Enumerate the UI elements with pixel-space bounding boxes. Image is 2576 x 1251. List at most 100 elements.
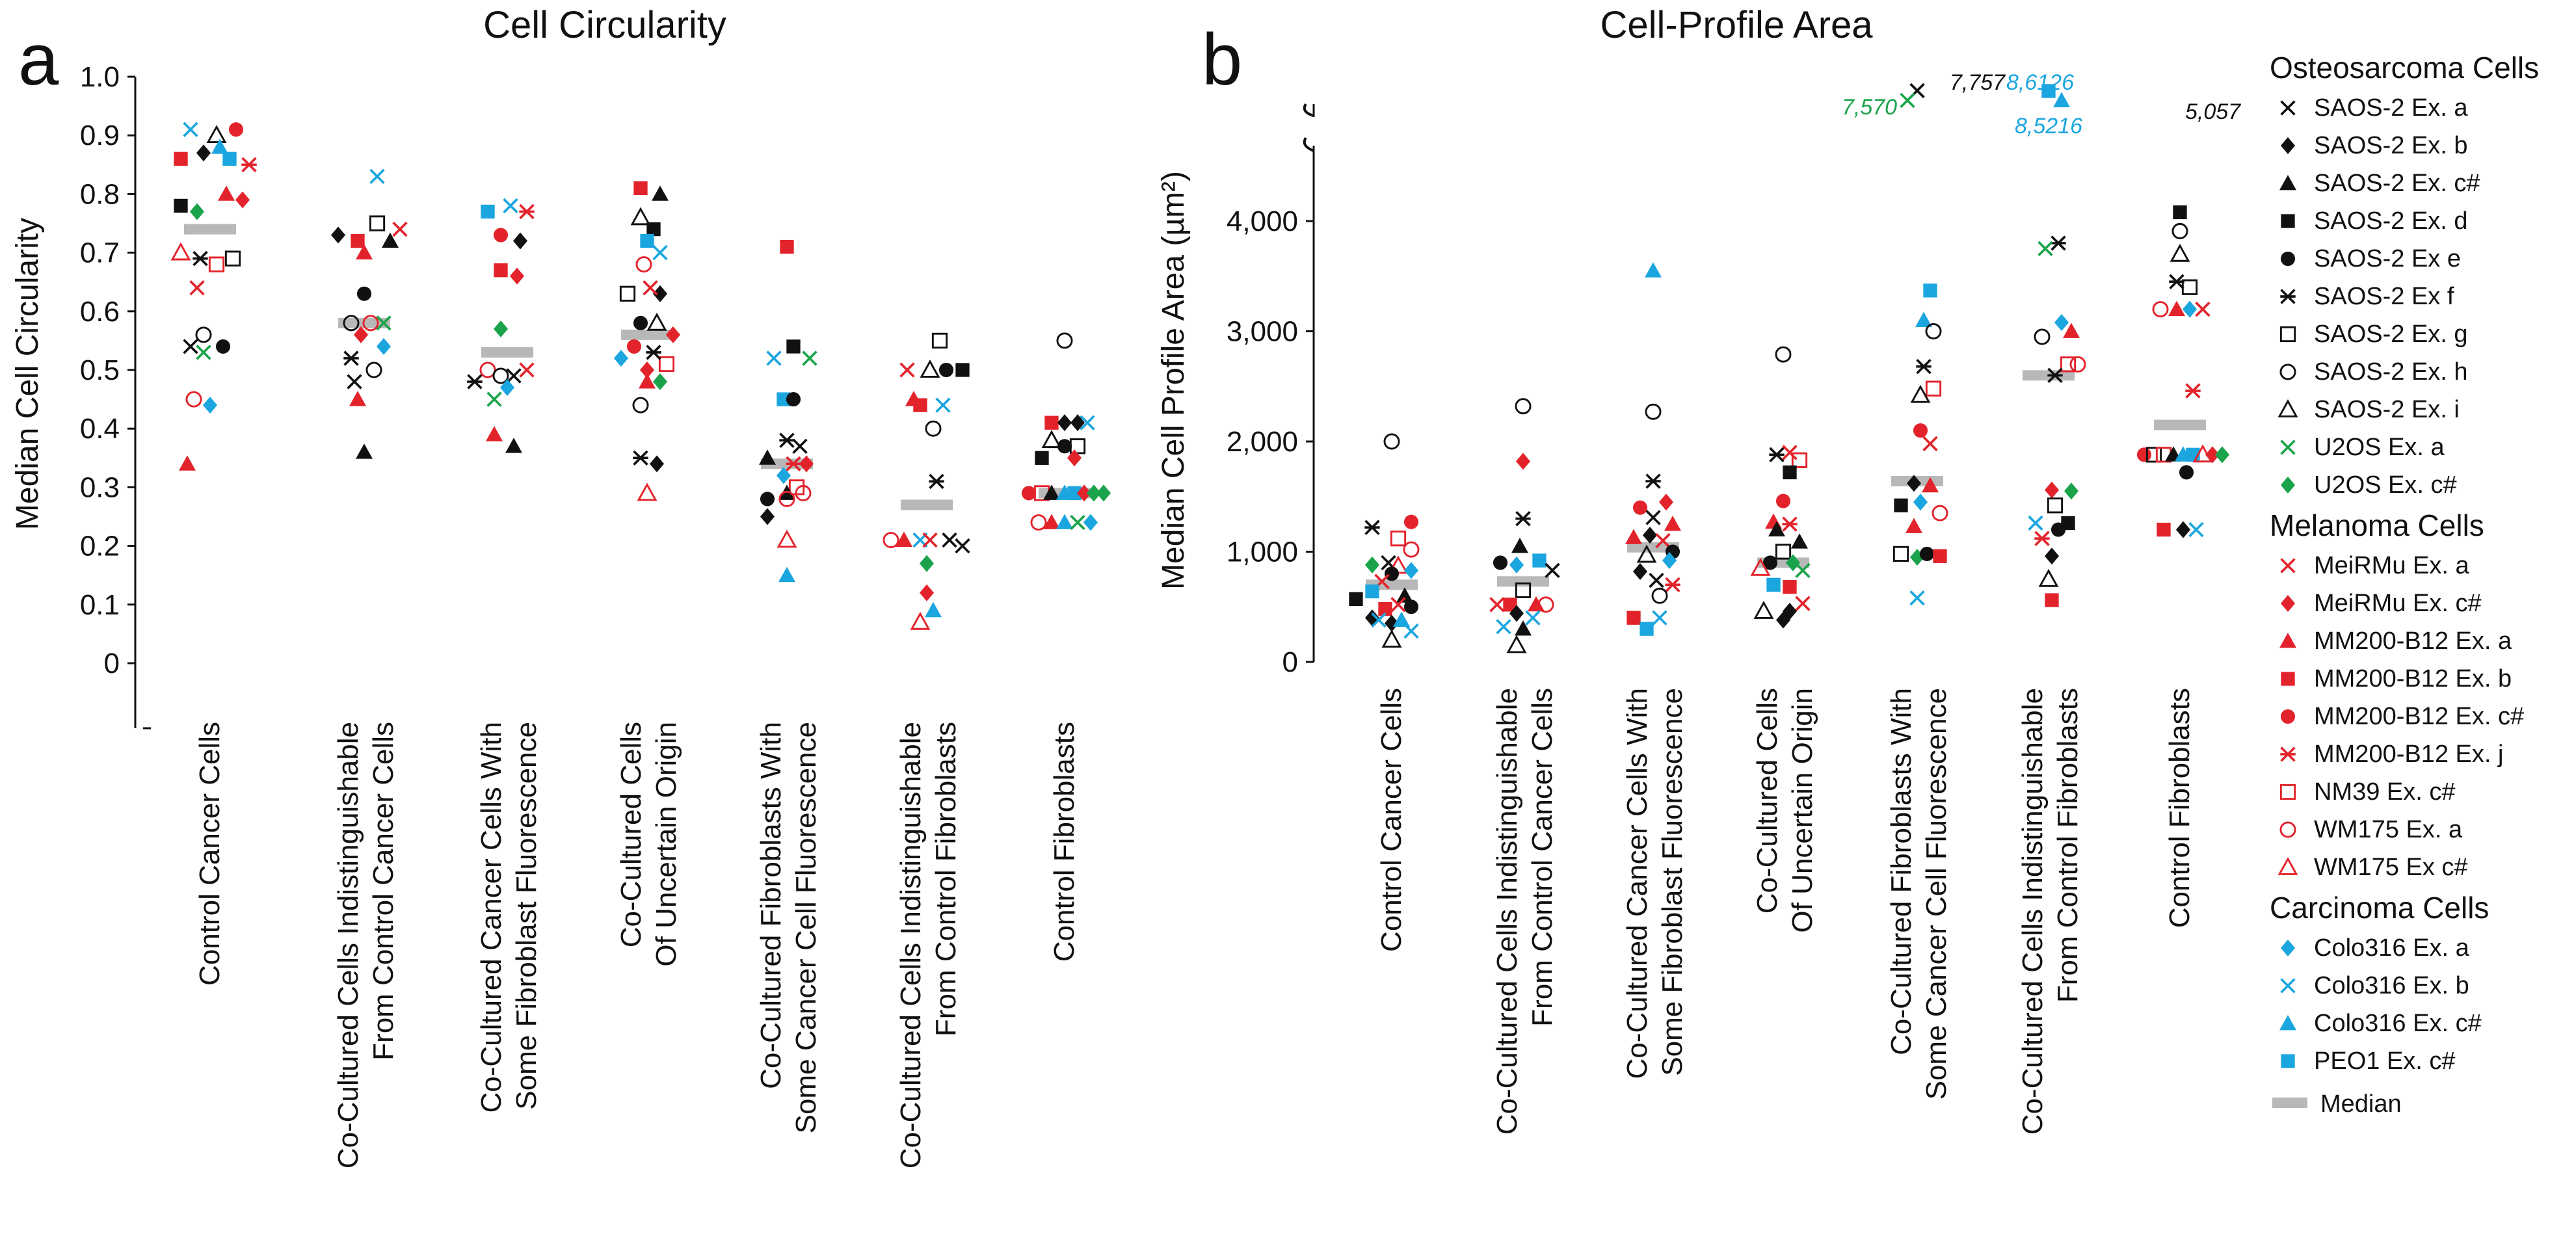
data-point-triangle [1393,611,1410,627]
category-label: Co-Cultured Cells Indistinguishable From … [1491,688,1558,1135]
legend-marker-asterisk [2280,289,2296,304]
data-point-diamond [1785,554,1801,572]
data-point-circle-open [1056,332,1073,349]
data-point-x [1403,623,1419,639]
data-point-diamond [330,226,346,244]
data-point-triangle [179,455,196,471]
data-point-x [369,168,385,185]
legend-marker-square [2281,214,2295,228]
data-point-circle [2051,522,2066,537]
data-point-triangle-open [1636,544,1657,563]
data-point-triangle [1043,514,1060,529]
legend: Osteosarcoma Cells SAOS-2 Ex. a SAOS-2 Ex.… [2270,51,2539,1118]
legend-item-label: SAOS-2 Ex e [2314,245,2461,272]
data-point-diamond [2044,547,2060,565]
panel-b-annotations: 7,757 7,570 8,6126 8,5216 5,057 [1842,70,2241,138]
data-point-circle-open [1515,398,1532,415]
annotation-5057: 5,057 [2185,99,2241,124]
data-point-circle-open [635,256,652,273]
panel-b-title: Cell-Profile Area [1600,4,1873,46]
data-point-x [2038,241,2053,257]
data-point-circle-open [632,397,649,414]
annotation-86126: 8,6126 [2006,70,2074,95]
data-point-x [766,350,782,366]
data-point-triangle [1664,516,1681,531]
data-point-diamond [1906,475,1922,492]
data-point-diamond [1070,414,1085,432]
data-point-triangle [1625,529,1642,544]
data-point-x [392,221,408,237]
data-point-x [792,438,808,454]
data-point-triangle [2168,300,2185,316]
data-point-asterisk [646,345,661,360]
data-point-diamond [376,337,392,355]
panel-b-points [1349,83,2230,653]
legend-marker-diamond [2280,477,2296,494]
category-label: Co-Cultured Fibroblasts With Some Cancer … [1885,688,1952,1100]
data-point-x [1080,415,1095,430]
data-point-diamond [196,144,211,162]
data-point-circle-open [778,490,795,507]
data-point-square [913,398,927,412]
data-point-square-open [1775,544,1792,560]
data-point-diamond [613,349,629,367]
data-point-triangle [778,566,795,583]
data-point-square-open [1515,582,1532,598]
data-point-triangle [349,391,366,406]
data-point-triangle-open [1910,384,1931,403]
data-point-triangle-open [170,242,191,261]
data-point-circle-open [362,315,379,332]
data-point-circle-open [925,420,942,437]
median-bar [1497,576,1549,587]
data-point-diamond [1662,552,1677,570]
data-point-asterisk [1515,510,1531,527]
data-point-diamond [1509,605,1524,622]
data-point-square [494,263,508,278]
panel-b-y-label: Median Cell Profile Area (µm²) [1156,171,1191,590]
data-point-x [1655,533,1671,549]
data-point-asterisk [2185,383,2201,399]
data-point-diamond [1096,484,1111,502]
data-point-diamond [1384,614,1400,632]
y-tick-label: 0.5 [80,354,120,386]
y-tick-label: 0.2 [80,531,120,562]
data-point-asterisk [2051,235,2066,251]
data-point-square-open [369,215,386,231]
data-point-asterisk [467,374,483,389]
y-tick-label: 1.0 [80,61,120,93]
data-point-circle [1384,566,1400,581]
data-point-asterisk [1645,473,1661,489]
panel-a-categories: Control Cancer Cells Co-Cultured Cells In… [194,722,1080,1168]
data-point-circle [2179,465,2194,480]
data-point-triangle [1905,518,1922,533]
data-point-square [1378,601,1392,616]
panel-b: b Cell-Profile Area Median Cell Profile … [1156,4,2241,1135]
y-tick-label: 0.3 [80,471,120,503]
data-point-circle [1057,439,1072,454]
data-point-triangle [652,185,669,201]
data-point-circle-open [2152,301,2169,318]
legend-median-label: Median [2320,1090,2402,1118]
data-point-circle [1919,546,1935,561]
data-point-diamond [189,203,205,220]
legend-marker-diamond [2280,595,2296,612]
legend-item-label: MM200-B12 Ex. c# [2314,703,2524,730]
data-point-x [942,532,957,548]
median-bar [2154,419,2206,430]
data-point-circle-open [1651,587,1668,604]
data-point-circle-open [2171,222,2188,239]
panel-b-y-ticks: 0 1,000 2,000 3,000 4,000 [1227,205,1314,678]
legend-heading: Osteosarcoma Cells [2270,51,2539,85]
data-point-diamond [652,285,668,302]
y-tick-label: 0 [104,648,120,679]
data-point-square [1783,465,1797,480]
data-point-circle-open [883,532,899,549]
data-point-diamond [2205,446,2220,464]
legend-marker-square [2281,672,2295,686]
legend-marker-triangle [2279,175,2296,191]
y-tick-label: 0.8 [80,178,120,210]
data-point-square [1532,553,1547,568]
data-point-diamond [1509,556,1524,573]
annotation-7757: 7,757 [1950,70,2006,95]
data-point-triangle [2053,92,2070,107]
